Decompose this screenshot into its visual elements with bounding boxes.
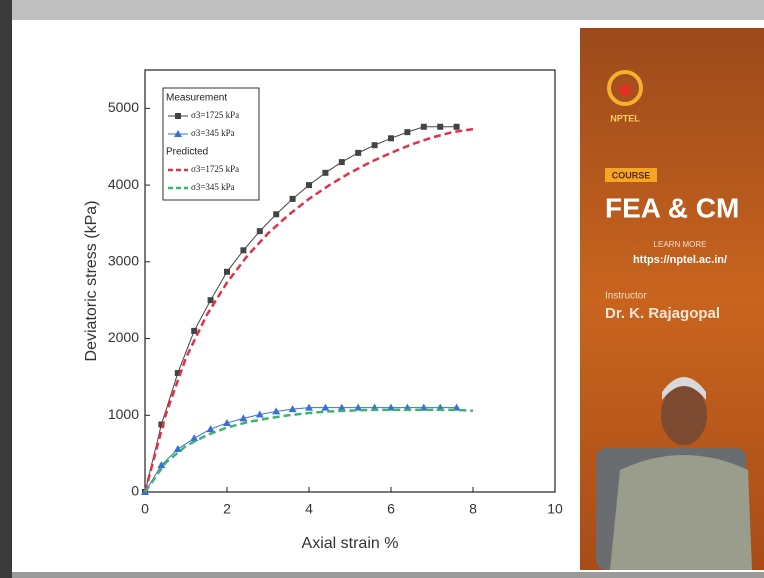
plot-frame bbox=[144, 69, 556, 493]
legend-box bbox=[162, 87, 260, 201]
hair bbox=[662, 377, 706, 400]
instructor-name: Dr. K. Rajagopal bbox=[605, 305, 720, 322]
x-tick-label: 4 bbox=[305, 501, 313, 517]
bottom-bar bbox=[12, 572, 764, 578]
marker bbox=[437, 123, 444, 130]
marker bbox=[207, 297, 214, 304]
marker bbox=[174, 370, 181, 377]
x-tick-label: 2 bbox=[223, 501, 231, 517]
x-axis-label: Axial strain % bbox=[302, 535, 399, 552]
marker bbox=[355, 149, 362, 156]
y-tick-label: 1000 bbox=[108, 406, 139, 422]
plot: 0 2 4 6 8 10 0 1000 2000 3000 4000 5000 Axial strain… bbox=[83, 69, 563, 552]
marker bbox=[371, 142, 378, 149]
marker bbox=[240, 247, 247, 254]
marker bbox=[338, 159, 345, 166]
presenter bbox=[596, 377, 752, 570]
marker bbox=[273, 211, 280, 218]
marker bbox=[321, 403, 330, 411]
marker bbox=[305, 403, 313, 411]
shirt bbox=[610, 455, 752, 570]
marker bbox=[322, 169, 329, 176]
left-edge bbox=[0, 0, 12, 578]
legend-label: σ3=1725 kPa bbox=[191, 164, 239, 174]
marker bbox=[224, 268, 230, 275]
marker bbox=[157, 461, 166, 469]
marker bbox=[453, 123, 460, 130]
marker bbox=[223, 418, 231, 426]
marker bbox=[306, 182, 312, 189]
series-line bbox=[143, 408, 474, 493]
x-tick-label: 8 bbox=[469, 501, 477, 517]
series-line bbox=[143, 127, 474, 493]
marker bbox=[174, 130, 182, 137]
marker bbox=[175, 113, 181, 119]
legend-label: σ3=345 kPa bbox=[191, 128, 235, 138]
x-tick-label: 10 bbox=[547, 501, 563, 517]
y-axis-label: Deviatoric stress (kPa) bbox=[83, 201, 100, 362]
legend-heading: Predicted bbox=[166, 147, 208, 158]
marker bbox=[337, 403, 346, 411]
legend-label: σ3=345 kPa bbox=[191, 182, 235, 192]
y-tick-label: 5000 bbox=[108, 99, 139, 115]
y-tick-label: 2000 bbox=[108, 329, 139, 345]
x-tick-label: 6 bbox=[387, 501, 395, 517]
marker bbox=[256, 228, 263, 235]
logo-dot bbox=[619, 84, 631, 96]
legend-label: σ3=1725 kPa bbox=[191, 110, 239, 120]
legend-heading: Measurement bbox=[166, 93, 227, 104]
badge: COURSE bbox=[612, 170, 651, 180]
marker bbox=[288, 405, 297, 413]
marker bbox=[255, 410, 264, 418]
course-title: FEA & CM bbox=[605, 192, 739, 223]
marker bbox=[239, 414, 248, 422]
marker bbox=[173, 445, 182, 453]
logo-text: NPTEL bbox=[610, 113, 640, 123]
marker bbox=[191, 327, 198, 334]
marker bbox=[206, 425, 215, 433]
marker bbox=[272, 407, 281, 415]
y-tick-label: 3000 bbox=[108, 253, 139, 269]
marker bbox=[354, 403, 363, 411]
x-tick-label: 0 bbox=[141, 501, 149, 517]
head bbox=[661, 385, 707, 445]
instructor-label: Instructor bbox=[605, 291, 647, 302]
badge-bg bbox=[605, 168, 657, 182]
y-tick-label: 4000 bbox=[108, 176, 139, 192]
logo-icon bbox=[607, 70, 643, 106]
y-tick-label: 0 bbox=[131, 483, 139, 499]
learn-more: LEARN MORE bbox=[654, 240, 707, 249]
url: https://nptel.ac.in/ bbox=[633, 254, 727, 266]
marker bbox=[289, 195, 296, 202]
top-bar bbox=[0, 0, 764, 20]
marker bbox=[158, 421, 165, 428]
marker bbox=[404, 129, 411, 136]
marker bbox=[388, 135, 394, 142]
series-line bbox=[144, 407, 457, 493]
marker bbox=[420, 123, 427, 130]
marker bbox=[190, 434, 199, 442]
